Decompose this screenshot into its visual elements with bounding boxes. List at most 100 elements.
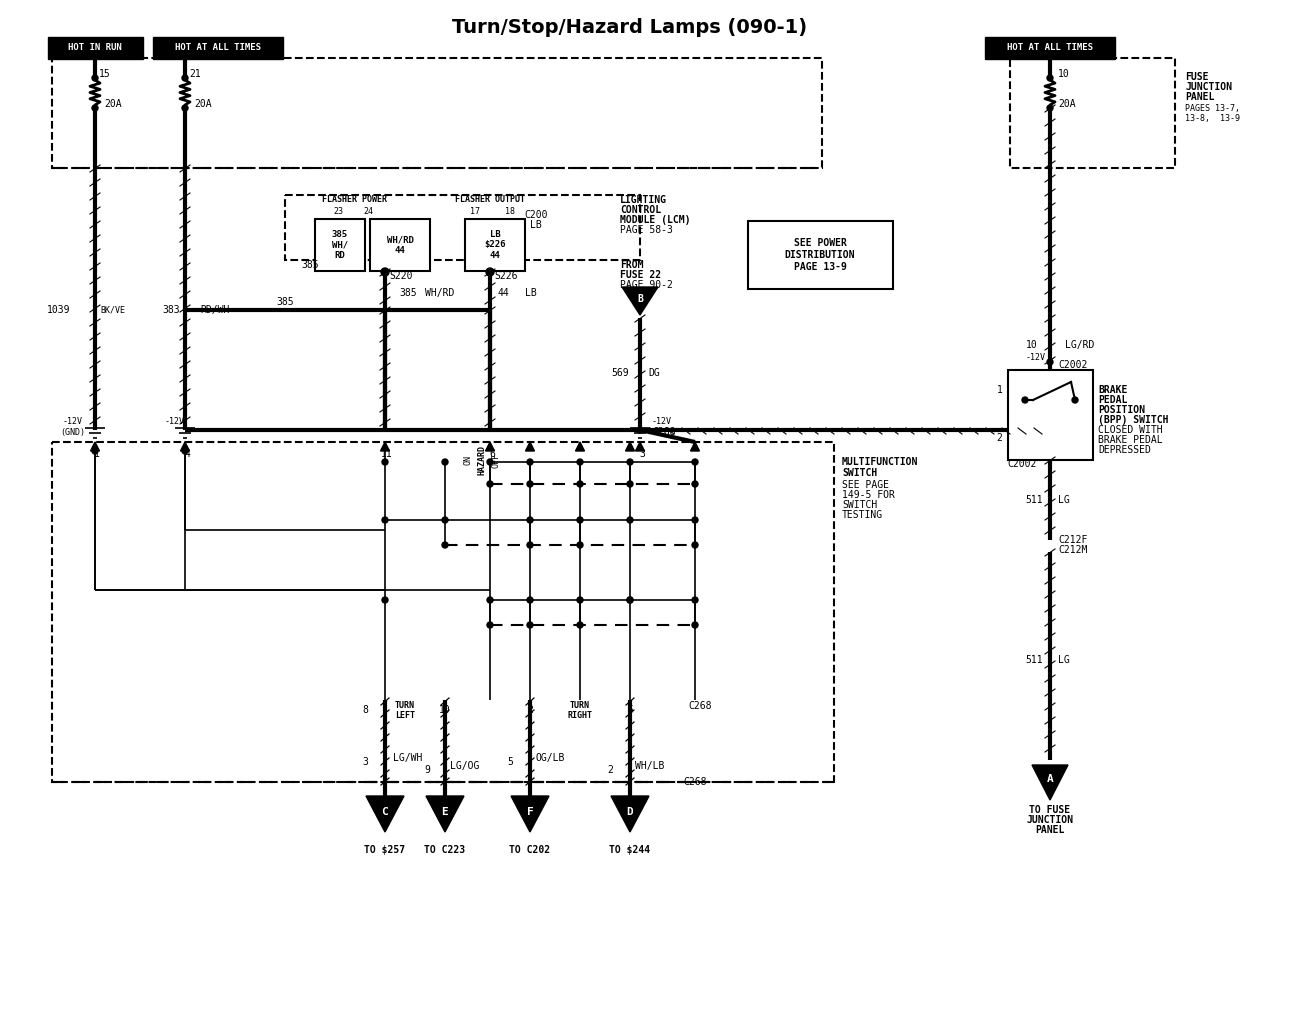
Polygon shape [426,796,464,832]
Circle shape [488,622,493,628]
Text: TO C202: TO C202 [510,845,551,855]
Text: HOT AT ALL TIMES: HOT AT ALL TIMES [1008,43,1093,53]
Text: 5: 5 [627,705,633,715]
Text: F: F [526,807,533,817]
Text: WH/LB: WH/LB [634,761,664,771]
Text: 1: 1 [997,385,1002,395]
Bar [370,219,430,271]
Circle shape [637,427,644,433]
Circle shape [692,622,698,628]
Text: TURN: TURN [569,702,590,711]
Text: 11: 11 [381,449,393,459]
Text: 17: 17 [471,207,480,216]
Bar [48,37,143,59]
Circle shape [577,517,582,523]
Text: C: C [382,807,389,817]
Text: 511: 511 [1026,495,1043,506]
Bar [465,219,525,271]
Text: OFF: OFF [491,453,500,467]
Text: -12V: -12V [165,418,185,427]
Text: DG: DG [649,368,660,378]
Circle shape [92,105,98,111]
Circle shape [627,481,633,487]
Text: SWITCH: SWITCH [842,500,878,510]
Text: MODULE (LCM): MODULE (LCM) [620,215,690,225]
Circle shape [182,105,188,111]
Polygon shape [91,442,100,451]
Text: C268: C268 [688,701,712,711]
Text: FUSE 22: FUSE 22 [620,270,662,280]
Polygon shape [485,442,494,451]
Text: C268: C268 [653,427,676,437]
Polygon shape [1032,765,1069,800]
Text: 23: 23 [333,207,343,216]
Bar [153,37,283,59]
Text: (BPP) SWITCH: (BPP) SWITCH [1098,415,1169,425]
Circle shape [577,542,582,548]
Text: WH/RD: WH/RD [425,288,455,298]
Circle shape [488,459,493,465]
Text: 20A: 20A [1058,99,1075,109]
Text: C2002: C2002 [1058,360,1087,370]
Circle shape [488,481,493,487]
Text: CONTROL: CONTROL [620,205,662,215]
Text: RD/WH: RD/WH [200,305,230,315]
Text: C212M: C212M [1058,545,1087,555]
Text: HOT AT ALL TIMES: HOT AT ALL TIMES [176,43,261,53]
Text: 569: 569 [611,368,629,378]
Text: LEFT: LEFT [395,712,415,721]
Text: 2: 2 [997,433,1002,443]
Text: S220: S220 [389,271,413,281]
Circle shape [442,517,448,523]
Text: SWITCH: SWITCH [842,468,878,478]
Text: WH/RD
44: WH/RD 44 [386,236,413,255]
Circle shape [526,481,533,487]
Text: LG/OG: LG/OG [450,761,480,771]
Text: PANEL: PANEL [1186,92,1214,102]
Polygon shape [621,287,658,315]
Text: LIGHTING: LIGHTING [620,195,667,205]
Circle shape [488,598,493,603]
Circle shape [182,75,188,81]
Polygon shape [511,796,549,832]
Circle shape [1046,75,1053,81]
Text: LG: LG [1058,495,1070,506]
Text: 511: 511 [1026,655,1043,665]
Text: E: E [442,807,448,817]
Circle shape [486,268,494,276]
Circle shape [1046,105,1053,111]
Circle shape [382,517,387,523]
Circle shape [577,598,582,603]
Text: 21: 21 [188,69,202,79]
Text: TO $244: TO $244 [610,845,650,855]
Polygon shape [636,442,645,451]
Text: 4: 4 [185,449,190,459]
Text: 9: 9 [424,765,430,775]
Circle shape [526,542,533,548]
Circle shape [627,459,633,465]
Text: (GND): (GND) [61,428,86,437]
Text: 18: 18 [504,207,515,216]
Text: 149-5 FOR: 149-5 FOR [842,490,894,500]
Text: LG: LG [1058,655,1070,665]
Bar [747,221,893,289]
Text: DEPRESSED: DEPRESSED [1098,445,1152,455]
Text: 3: 3 [640,449,645,459]
Text: 44: 44 [498,288,510,298]
Polygon shape [367,796,404,832]
Circle shape [627,598,633,603]
Text: -12V: -12V [653,418,672,427]
Text: 20A: 20A [104,99,122,109]
Text: HAZARD: HAZARD [477,445,486,475]
Text: PAGES 13-7,: PAGES 13-7, [1186,103,1240,112]
Circle shape [577,622,582,628]
Circle shape [692,517,698,523]
Text: RIGHT: RIGHT [568,712,593,721]
Text: 385: 385 [276,297,294,307]
Text: OG/LB: OG/LB [536,753,564,763]
Circle shape [577,459,582,465]
Circle shape [692,481,698,487]
Polygon shape [625,442,634,451]
Text: 385: 385 [399,288,416,298]
Circle shape [92,448,98,454]
